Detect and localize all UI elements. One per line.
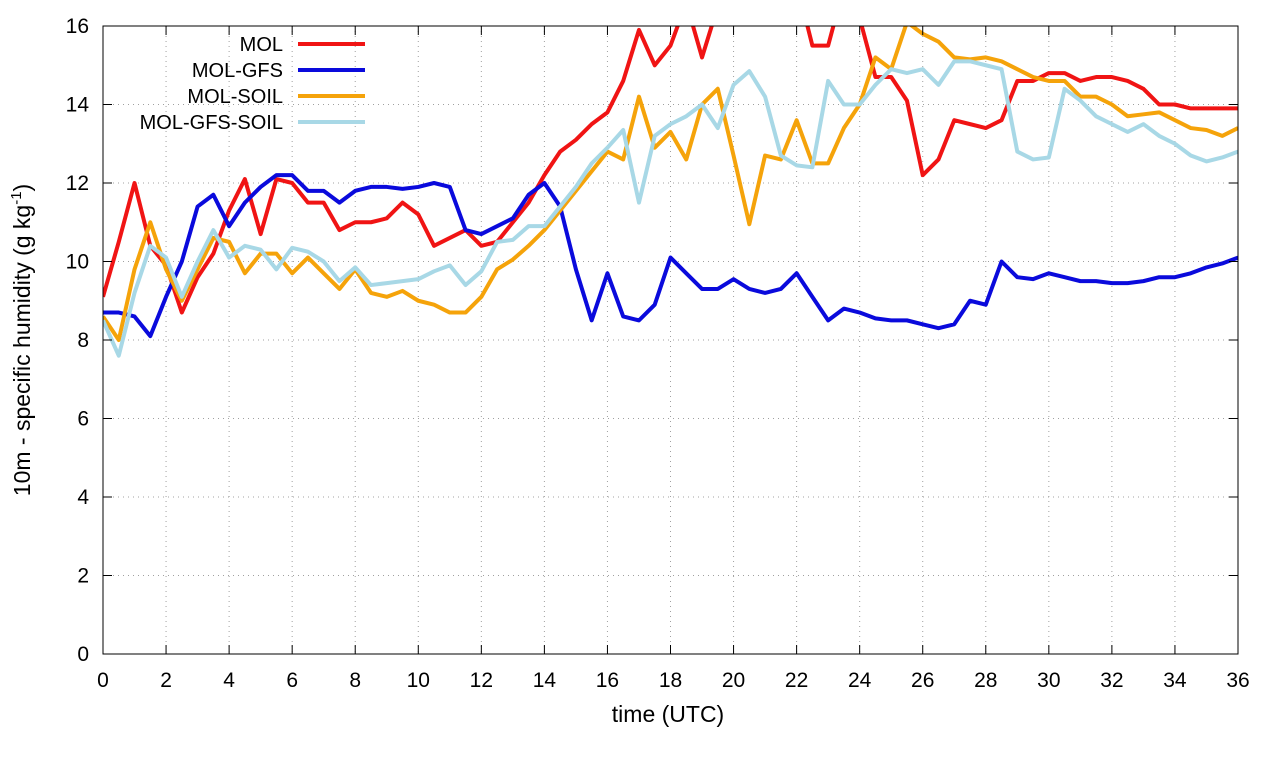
- x-tick-label: 2: [160, 669, 172, 692]
- x-tick-label: 18: [659, 669, 682, 692]
- series-line: [103, 26, 1238, 315]
- series-line: [103, 173, 1238, 339]
- x-tick-label: 36: [1226, 669, 1249, 692]
- x-axis-label: time (UTC): [612, 701, 724, 727]
- x-tick-label: 24: [848, 669, 872, 692]
- series-line: [103, 59, 1238, 358]
- x-tick-label: 20: [722, 669, 745, 692]
- x-tick-label: 30: [1037, 669, 1060, 692]
- y-tick-label: 14: [66, 94, 90, 117]
- legend-label: MOL-GFS: [192, 60, 283, 82]
- x-tick-label: 28: [974, 669, 997, 692]
- x-tick-label: 22: [785, 669, 808, 692]
- x-tick-label: 32: [1100, 669, 1123, 692]
- x-tick-label: 14: [533, 669, 557, 692]
- x-tick-label: 12: [470, 669, 493, 692]
- y-tick-label: 4: [77, 486, 89, 509]
- y-axis-label: 10m - specific humidity (g kg-1): [8, 184, 35, 496]
- legend-label: MOL: [240, 34, 283, 56]
- y-tick-label: 6: [77, 408, 89, 431]
- legend: MOL MOL-GFS MOL-SOIL MOL-GFS-SOIL: [140, 34, 365, 134]
- x-tick-label: 8: [349, 669, 361, 692]
- y-axis-label-end: ): [9, 184, 35, 192]
- y-tick-label: 12: [66, 172, 89, 195]
- x-tick-label: 0: [97, 669, 109, 692]
- legend-label: MOL-GFS-SOIL: [140, 112, 283, 134]
- x-tick-label: 34: [1163, 669, 1187, 692]
- x-tick-label: 10: [407, 669, 430, 692]
- y-axis-label-main: 10m - specific humidity (g kg: [9, 205, 35, 496]
- y-axis-label-sup: -1: [8, 191, 25, 204]
- x-tick-label: 26: [911, 669, 934, 692]
- series-line: [103, 26, 1238, 342]
- legend-label: MOL-SOIL: [187, 86, 283, 108]
- y-tick-label: 2: [77, 565, 89, 588]
- y-tick-label: 8: [77, 329, 89, 352]
- x-tick-label: 4: [223, 669, 235, 692]
- y-tick-label: 10: [66, 251, 89, 274]
- x-tick-label: 6: [286, 669, 298, 692]
- y-tick-label: 0: [77, 643, 89, 666]
- y-tick-label: 16: [66, 15, 89, 38]
- plot-lines: [103, 26, 1238, 358]
- x-tick-label: 16: [596, 669, 619, 692]
